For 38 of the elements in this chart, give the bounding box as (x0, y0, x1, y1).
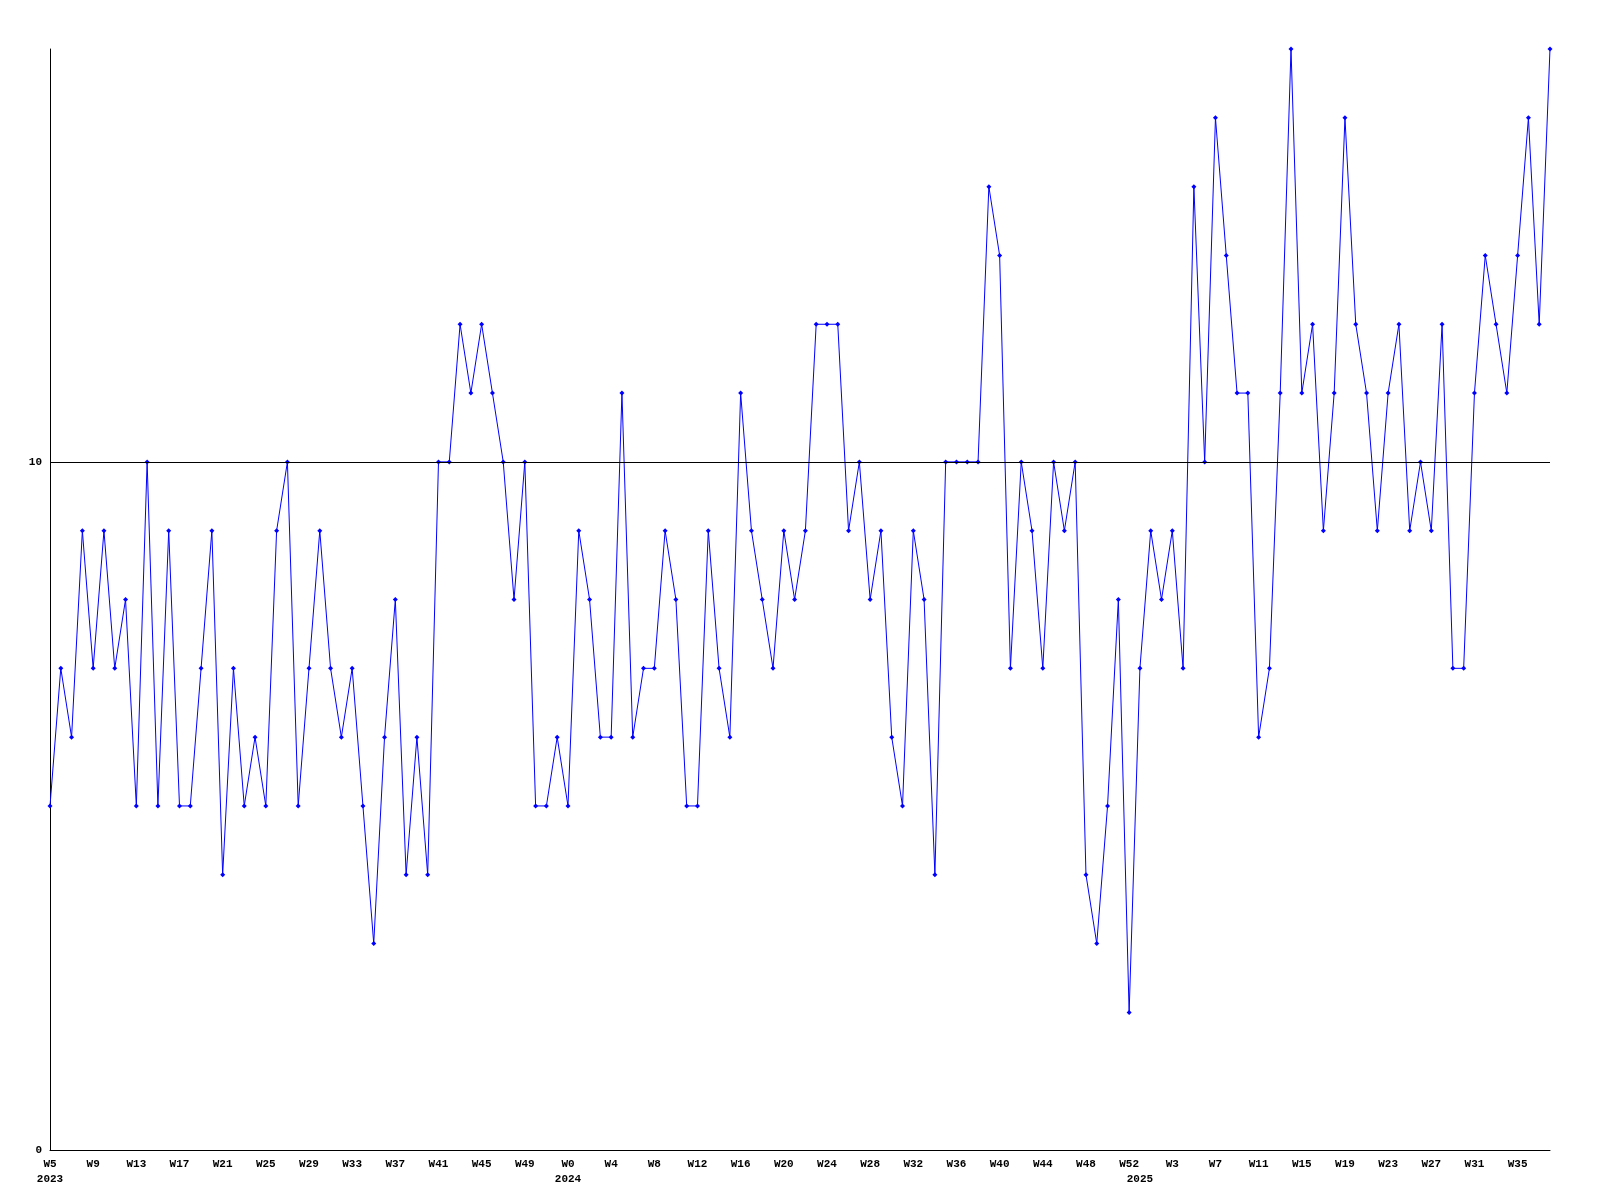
x-tick-label: W29 (299, 1157, 319, 1170)
x-tick-label: W11 (1248, 1157, 1269, 1170)
x-tick-label: W40 (989, 1157, 1010, 1170)
x-tick-label: W32 (903, 1157, 924, 1170)
x-tick-label: W3 (1165, 1157, 1180, 1170)
x-tick-label: W33 (342, 1157, 363, 1170)
y-tick-label: 10 (28, 455, 42, 468)
x-tick-label: W5 2023 (36, 1157, 64, 1185)
x-tick-label: W44 (1032, 1157, 1054, 1170)
x-tick-label: W21 (212, 1157, 233, 1170)
x-tick-label: W16 (730, 1157, 751, 1170)
x-tick-label: W37 (385, 1157, 406, 1170)
x-tick-label: W13 (126, 1157, 147, 1170)
x-tick-label: W8 (647, 1157, 662, 1170)
x-tick-label: W4 (604, 1157, 619, 1170)
x-tick-label: W36 (946, 1157, 967, 1170)
x-tick-label: W45 (471, 1157, 492, 1170)
x-tick-label: W7 (1208, 1157, 1223, 1170)
x-tick-label: W9 (86, 1157, 100, 1170)
x-tick-label: W49 (514, 1157, 535, 1170)
x-tick-label: W27 (1421, 1157, 1442, 1170)
x-tick-label: W15 (1291, 1157, 1313, 1170)
x-tick-label: 2025 (1126, 1172, 1154, 1185)
x-tick-label: W12 (687, 1157, 708, 1170)
x-tick-label: W20 (773, 1157, 794, 1170)
x-tick-label: W17 (169, 1157, 190, 1170)
x-tick-label: W35 (1507, 1157, 1528, 1170)
x-tick-label: W52 (1119, 1157, 1140, 1170)
x-tick-label: W24 (817, 1157, 838, 1170)
x-tick-label: W23 (1378, 1157, 1399, 1170)
x-tick-label: W0 2024 (554, 1157, 582, 1185)
x-tick-label: W31 (1464, 1157, 1485, 1170)
x-tick-label: W48 (1076, 1157, 1097, 1170)
x-tick-label: W19 (1335, 1157, 1355, 1170)
x-tick-label: W41 (428, 1157, 449, 1170)
y-tick-label: 0 (35, 1144, 42, 1156)
x-tick-label: W25 (255, 1157, 277, 1170)
x-tick-label: W28 (860, 1157, 881, 1170)
